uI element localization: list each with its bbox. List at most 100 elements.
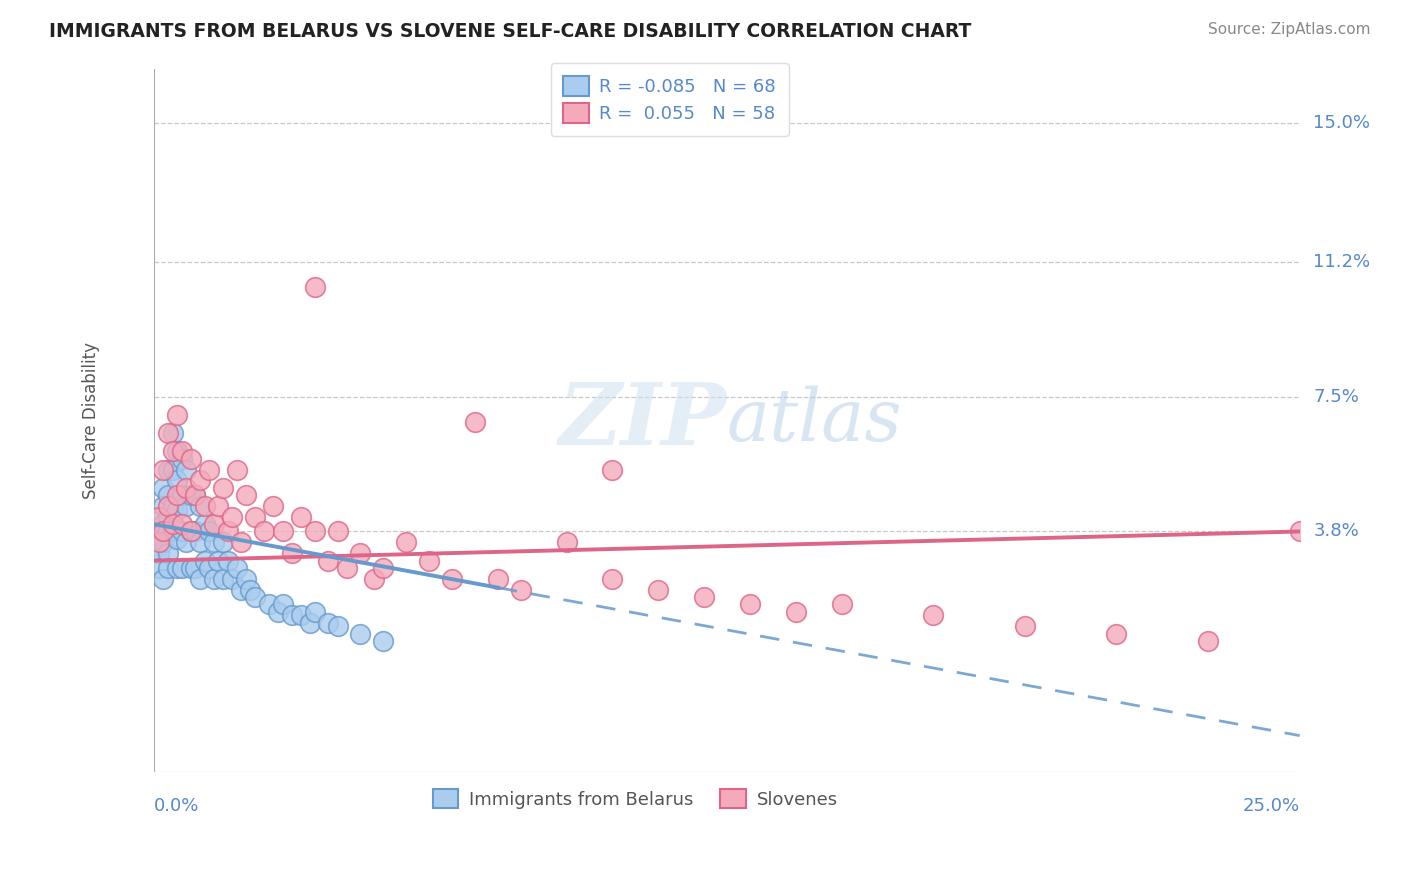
Point <box>225 462 247 476</box>
Point <box>693 590 716 604</box>
Point <box>162 524 184 539</box>
Point <box>176 481 198 495</box>
Point <box>152 481 174 495</box>
Point <box>180 524 202 539</box>
Point <box>170 524 193 539</box>
Point <box>243 509 266 524</box>
Point <box>785 605 807 619</box>
Point <box>184 488 207 502</box>
Point <box>148 561 170 575</box>
Point <box>212 535 235 549</box>
Point <box>555 535 578 549</box>
Point <box>349 626 371 640</box>
Point <box>221 572 243 586</box>
Point <box>170 517 193 532</box>
Point <box>156 425 179 440</box>
Text: IMMIGRANTS FROM BELARUS VS SLOVENE SELF-CARE DISABILITY CORRELATION CHART: IMMIGRANTS FROM BELARUS VS SLOVENE SELF-… <box>49 22 972 41</box>
Point <box>152 462 174 476</box>
Point <box>148 524 170 539</box>
Point <box>602 462 624 476</box>
Text: 0.0%: 0.0% <box>155 797 200 814</box>
Point <box>395 535 418 549</box>
Point <box>349 546 371 560</box>
Point <box>290 509 312 524</box>
Point <box>441 572 464 586</box>
Point <box>156 499 179 513</box>
Point <box>166 408 188 422</box>
Point <box>162 462 184 476</box>
Point <box>152 572 174 586</box>
Point <box>336 561 359 575</box>
Point <box>188 572 211 586</box>
Point <box>166 444 188 458</box>
Point <box>148 532 170 546</box>
Point <box>1197 633 1219 648</box>
Point <box>156 561 179 575</box>
Text: ZIP: ZIP <box>560 378 727 462</box>
Point <box>267 605 290 619</box>
Point <box>148 539 170 553</box>
Point <box>212 572 235 586</box>
Point <box>217 524 239 539</box>
Point <box>180 561 202 575</box>
Point <box>198 524 221 539</box>
Point <box>198 561 221 575</box>
Point <box>280 608 302 623</box>
Point <box>257 598 280 612</box>
Point <box>363 572 385 586</box>
Point <box>202 517 225 532</box>
Point <box>509 582 531 597</box>
Point <box>235 572 257 586</box>
Point <box>166 561 188 575</box>
Text: Source: ZipAtlas.com: Source: ZipAtlas.com <box>1208 22 1371 37</box>
Point <box>298 615 321 630</box>
Point <box>271 598 294 612</box>
Point <box>280 546 302 560</box>
Point <box>271 524 294 539</box>
Point <box>235 488 257 502</box>
Point <box>202 535 225 549</box>
Point <box>184 488 207 502</box>
Point <box>180 451 202 466</box>
Point <box>152 517 174 532</box>
Point <box>231 535 253 549</box>
Point <box>166 502 188 516</box>
Point <box>170 488 193 502</box>
Point <box>166 532 188 546</box>
Text: Self-Care Disability: Self-Care Disability <box>82 342 100 499</box>
Point <box>184 561 207 575</box>
Point <box>194 554 217 568</box>
Point <box>243 590 266 604</box>
Point <box>180 488 202 502</box>
Point <box>148 509 170 524</box>
Point <box>156 546 179 560</box>
Point <box>304 280 326 294</box>
Point <box>231 582 253 597</box>
Point <box>188 474 211 488</box>
Point <box>326 619 349 633</box>
Point <box>225 561 247 575</box>
Point <box>304 605 326 619</box>
Point <box>647 582 669 597</box>
Point <box>148 535 170 549</box>
Point <box>207 499 229 513</box>
Point <box>831 598 853 612</box>
Point <box>738 598 761 612</box>
Point <box>202 572 225 586</box>
Point <box>318 615 340 630</box>
Point <box>166 488 188 502</box>
Point <box>176 499 198 513</box>
Point <box>922 608 945 623</box>
Point <box>148 546 170 560</box>
Point <box>290 608 312 623</box>
Text: 15.0%: 15.0% <box>1313 114 1371 132</box>
Point <box>217 554 239 568</box>
Point <box>1288 524 1310 539</box>
Point <box>194 499 217 513</box>
Text: 3.8%: 3.8% <box>1313 523 1360 541</box>
Text: 25.0%: 25.0% <box>1243 797 1299 814</box>
Point <box>239 582 262 597</box>
Point <box>156 509 179 524</box>
Point <box>1105 626 1128 640</box>
Point <box>602 572 624 586</box>
